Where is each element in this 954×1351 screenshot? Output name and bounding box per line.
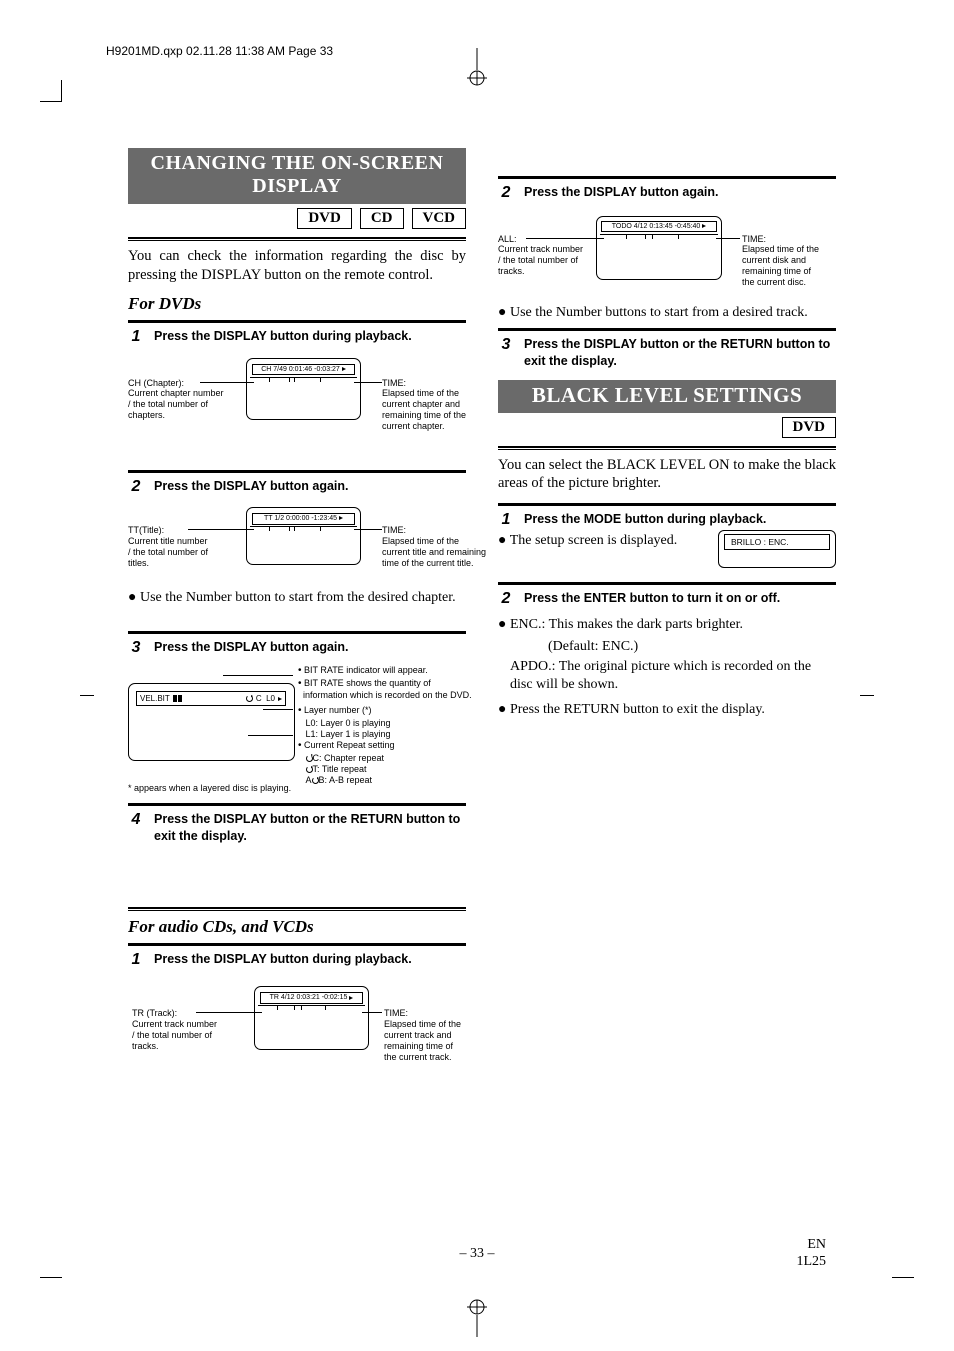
osd-text: CH 7/49 0:01:46 -0:03:27	[261, 366, 340, 373]
rule	[128, 631, 466, 634]
footer-code: EN1L25	[796, 1237, 826, 1271]
step-text: Press the DISPLAY button or the RETURN b…	[524, 336, 836, 370]
rule	[498, 328, 836, 331]
rule	[128, 320, 466, 323]
step-text: Press the DISPLAY button during playback…	[154, 328, 412, 345]
cd-step-1: 1 Press the DISPLAY button during playba…	[128, 951, 466, 969]
enc-line: ● ENC.: This makes the dark parts bright…	[498, 616, 836, 634]
rule	[498, 582, 836, 585]
brillo-display: BRILLO : ENC.	[724, 534, 830, 550]
play-icon	[349, 996, 353, 1000]
step-3: 3 Press the DISPLAY button again.	[128, 639, 466, 657]
play-icon	[342, 367, 346, 371]
diagram-ch: CH 7/49 0:01:46 -0:03:27 CH (Chapter):Cu…	[128, 354, 466, 444]
crop-mark-top	[467, 48, 487, 88]
r-step-3: 3 Press the DISPLAY button or the RETURN…	[498, 336, 836, 370]
label-right: TIME:Elapsed time of thecurrent title an…	[382, 525, 487, 568]
rule	[128, 237, 466, 241]
step-number: 2	[128, 478, 144, 496]
play-icon	[278, 697, 282, 701]
right-column: 2 Press the DISPLAY button again. TODO 4…	[498, 148, 836, 723]
intro-text: You can check the information regarding …	[128, 247, 466, 284]
badge-dvd: DVD	[782, 417, 837, 438]
step-text: Press the DISPLAY button again.	[154, 639, 349, 656]
step-number: 3	[128, 639, 144, 657]
step-number: 1	[128, 328, 144, 346]
play-icon	[702, 224, 706, 228]
step-text: Press the DISPLAY button again.	[524, 184, 719, 201]
trim-mark	[61, 80, 62, 102]
label-left: ALL:Current track number/ the total numb…	[498, 234, 598, 277]
step-2: 2 Press the DISPLAY button again.	[128, 478, 466, 496]
rule	[128, 907, 466, 911]
crop-mark-bottom	[467, 1297, 487, 1337]
diagram-tr: TR 4/12 0:03:21 -0:02:15 TR (Track):Curr…	[128, 976, 466, 1066]
badge-dvd: DVD	[297, 208, 352, 229]
black-intro: You can select the BLACK LEVEL ON to mak…	[498, 456, 836, 493]
step-number: 2	[498, 184, 514, 202]
rule	[498, 503, 836, 506]
subhead-cds: For audio CDs, and VCDs	[128, 917, 466, 937]
step-number: 4	[128, 811, 144, 829]
step-number: 1	[128, 951, 144, 969]
diagram-all: TODO 4/12 0:13:45 -0:45:40 ALL:Current t…	[498, 210, 836, 296]
step-text: Press the DISPLAY button during playback…	[154, 951, 412, 968]
label-left: TT(Title):Current title number/ the tota…	[128, 525, 243, 568]
section-title-osd: CHANGING THE ON-SCREEN DISPLAY	[128, 148, 466, 204]
enc-default: (Default: ENC.)	[548, 638, 836, 656]
step-text: Press the DISPLAY button or the RETURN b…	[154, 811, 466, 845]
bullet-track: ● Use the Number buttons to start from a…	[498, 304, 836, 322]
diagram-tt: TT 1/2 0:00:00 -1:23:45 TT(Title):Curren…	[128, 503, 466, 581]
rule	[128, 470, 466, 473]
osd-suffix: C L0	[256, 694, 275, 703]
label-left: CH (Chapter):Current chapter number/ the…	[128, 378, 243, 421]
rule	[128, 943, 466, 946]
label-left: TR (Track):Current track number/ the tot…	[132, 1008, 247, 1051]
step-text: Press the DISPLAY button again.	[154, 478, 349, 495]
fold-mark	[860, 695, 874, 696]
b-step-2: 2 Press the ENTER button to turn it on o…	[498, 590, 836, 608]
play-icon	[339, 516, 343, 520]
bitrate-notes: • BIT RATE indicator will appear. • BIT …	[298, 665, 488, 787]
footnote: * appears when a layered disc is playing…	[128, 783, 291, 794]
step-4: 4 Press the DISPLAY button or the RETURN…	[128, 811, 466, 845]
subhead-dvds: For DVDs	[128, 294, 466, 314]
trim-mark	[40, 101, 62, 102]
repeat-icon	[246, 695, 253, 702]
step-text: Press the MODE button during playback.	[524, 511, 766, 528]
trim-mark	[40, 1277, 62, 1278]
step-number: 3	[498, 336, 514, 354]
badge-cd: CD	[360, 208, 404, 229]
step-1: 1 Press the DISPLAY button during playba…	[128, 328, 466, 346]
label-right: TIME:Elapsed time of thecurrent chapter …	[382, 378, 482, 432]
rule	[498, 176, 836, 179]
label-right: TIME:Elapsed time of thecurrent track an…	[384, 1008, 484, 1062]
disc-badges: DVD CD VCD	[128, 208, 466, 229]
step-number: 2	[498, 590, 514, 608]
return-line: ● Press the RETURN button to exit the di…	[498, 701, 836, 719]
r-step-2: 2 Press the DISPLAY button again.	[498, 184, 836, 202]
fold-mark	[80, 695, 94, 696]
b-step-1: 1 Press the MODE button during playback.	[498, 511, 836, 529]
badge-vcd: VCD	[412, 208, 467, 229]
step-text: Press the ENTER button to turn it on or …	[524, 590, 780, 607]
osd-text: TR 4/12 0:03:21 -0:02:15	[270, 994, 348, 1001]
step-number: 1	[498, 511, 514, 529]
apdo-line: APDO.: The original picture which is rec…	[510, 658, 836, 694]
osd-text: TODO 4/12 0:13:45 -0:45:40	[612, 223, 701, 230]
rule	[498, 446, 836, 450]
bullet-chapter: ● Use the Number button to start from th…	[128, 589, 466, 607]
left-column: CHANGING THE ON-SCREEN DISPLAY DVD CD VC…	[128, 148, 466, 1066]
prepress-header: H9201MD.qxp 02.11.28 11:38 AM Page 33	[106, 44, 333, 58]
rule	[128, 803, 466, 806]
label-right: TIME:Elapsed time of thecurrent disk and…	[742, 234, 842, 288]
trim-mark	[892, 1277, 914, 1278]
disc-badges-black: DVD	[498, 417, 836, 438]
osd-label: VEL.BIT	[140, 694, 170, 703]
osd-text: TT 1/2 0:00:00 -1:23:45	[264, 515, 337, 522]
diagram-bitrate: VEL.BIT C L0 • BIT RATE indicator will a…	[128, 665, 466, 797]
section-title-black: BLACK LEVEL SETTINGS	[498, 380, 836, 413]
